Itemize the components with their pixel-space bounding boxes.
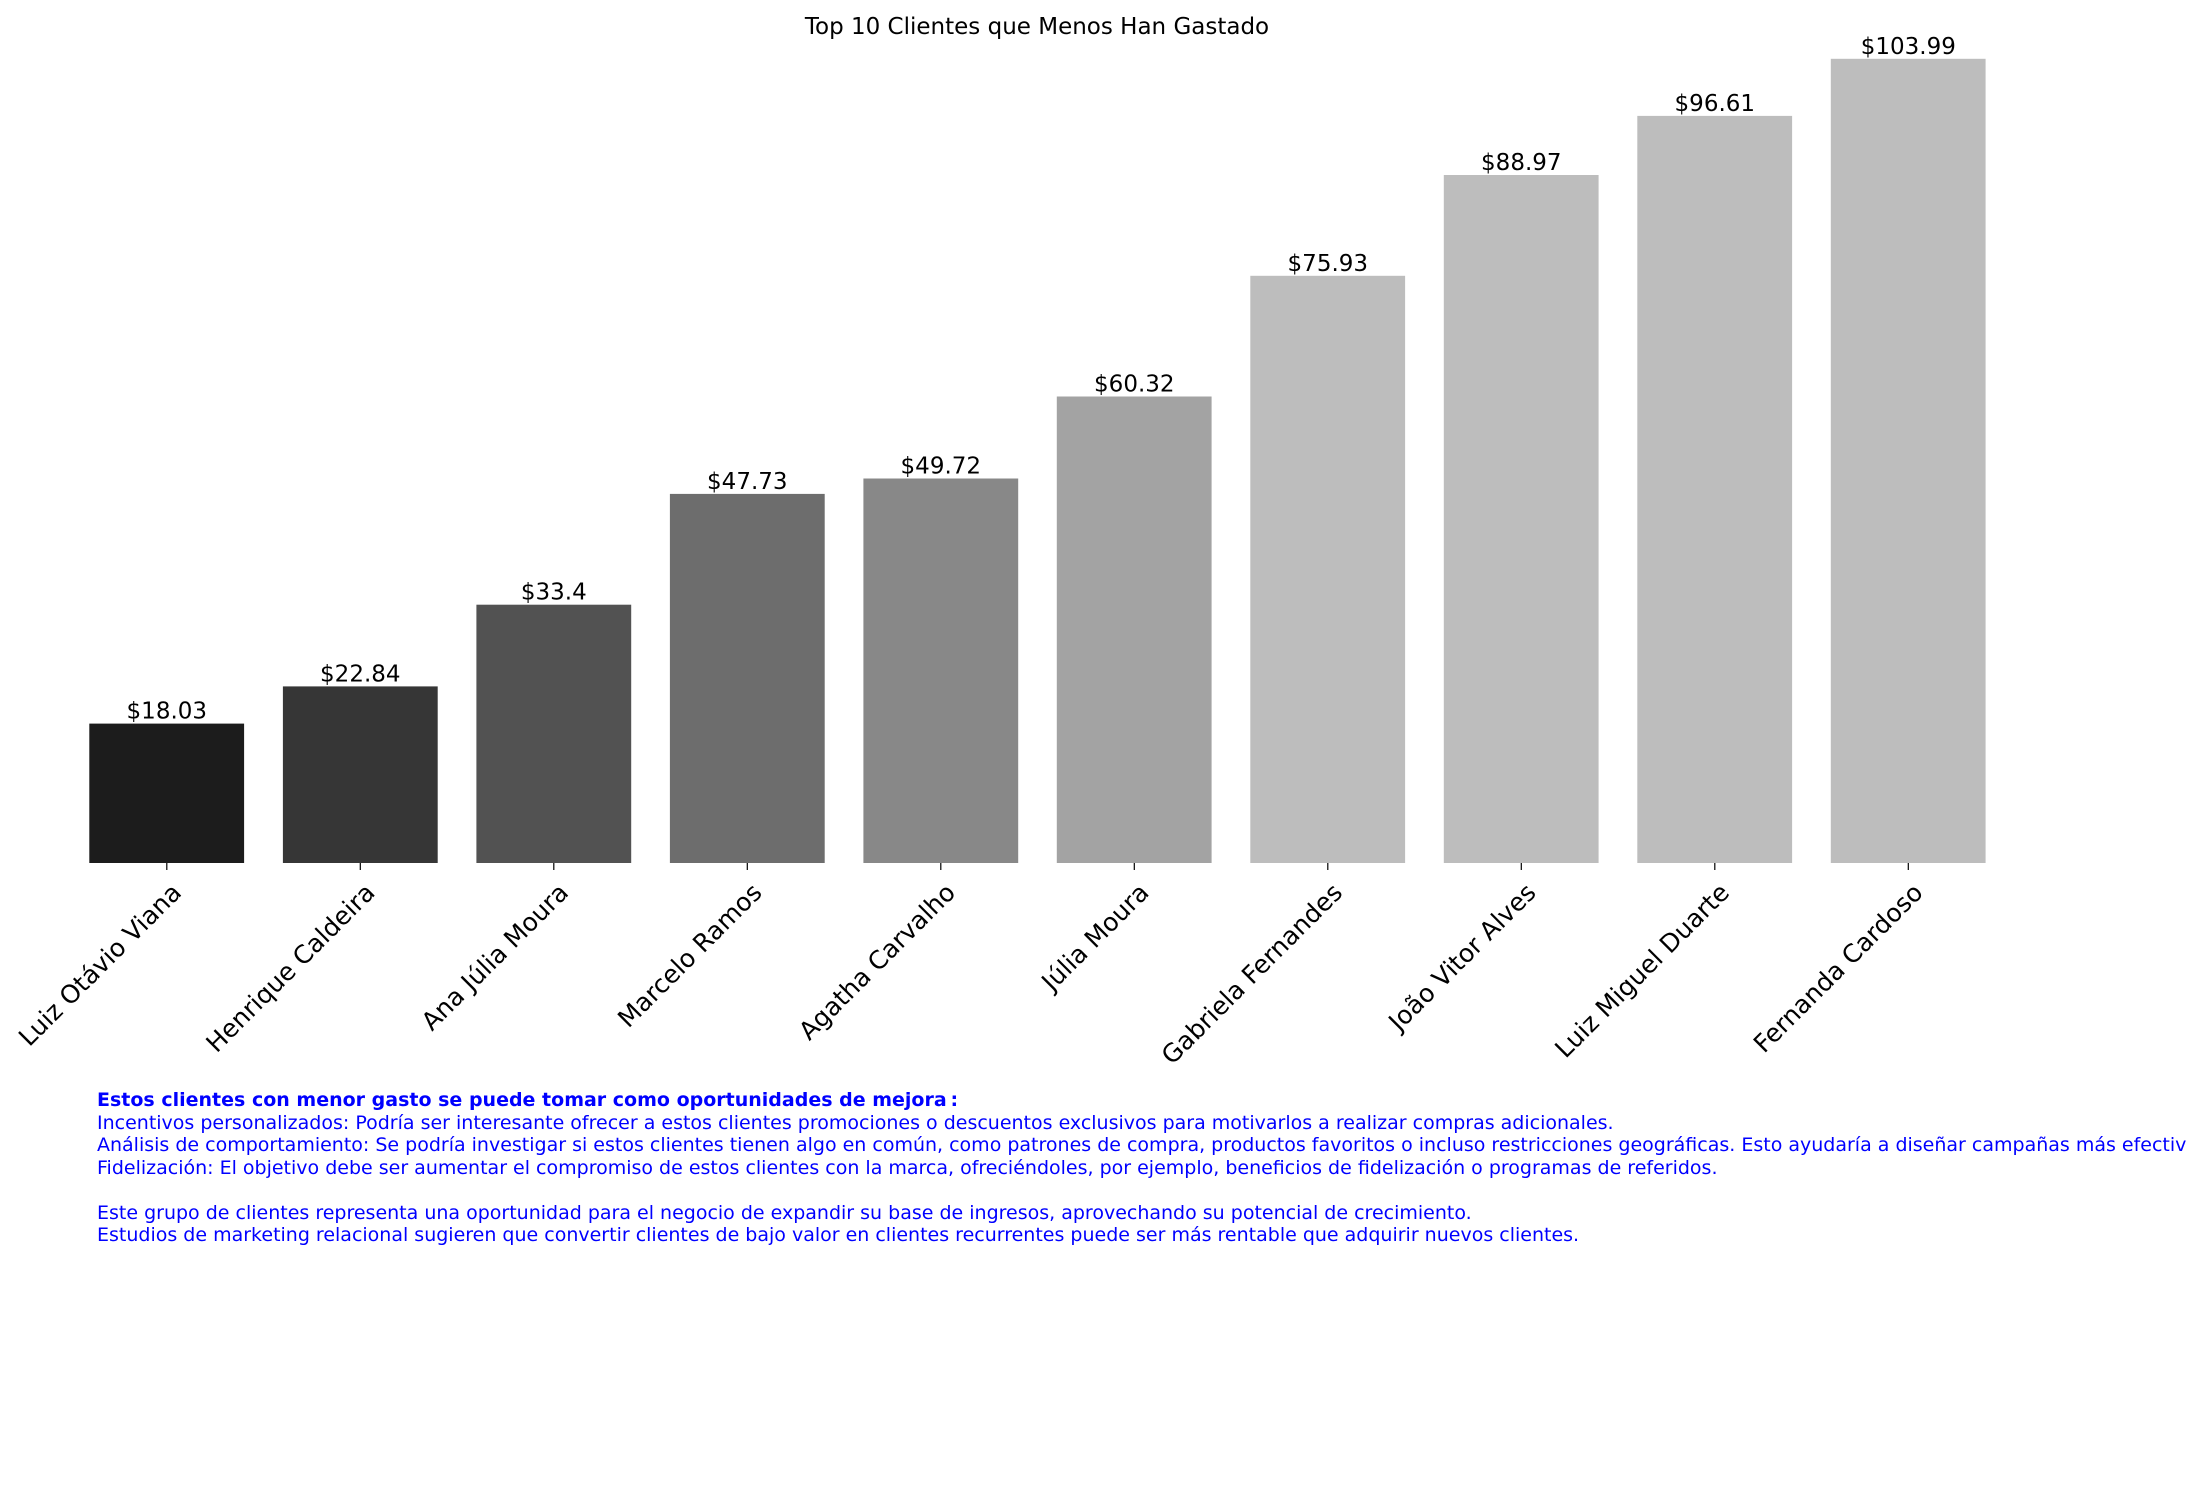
notes-line-behavior: Análisis de comportamiento: Se podría in… bbox=[97, 1134, 2187, 1156]
bar-value-label: $88.97 bbox=[1481, 150, 1561, 176]
bar-chart: Top 10 Clientes que Menos Han Gastado $1… bbox=[13, 14, 1986, 1070]
notes-line-loyalty: Fidelización: El objetivo debe ser aumen… bbox=[97, 1156, 1718, 1179]
x-tick-label: Marcelo Ramos bbox=[612, 878, 767, 1033]
analysis-notes: Estos clientes con menor gasto se puede … bbox=[97, 1089, 2187, 1247]
notes-line-marketing: Estudios de marketing relacional sugiere… bbox=[97, 1224, 1580, 1246]
bar-value-label: $22.84 bbox=[320, 661, 400, 687]
notes-spacer bbox=[97, 1179, 2187, 1202]
notes-heading: Estos clientes con menor gasto se puede … bbox=[97, 1089, 959, 1111]
notes-line-opportunity: Este grupo de clientes representa una op… bbox=[97, 1201, 1472, 1224]
bar bbox=[669, 493, 825, 863]
x-tick-label: Luiz Miguel Duarte bbox=[1549, 878, 1735, 1064]
bar bbox=[1830, 58, 1986, 864]
x-tick-label: Júlia Moura bbox=[1035, 878, 1155, 998]
bar-value-label: $47.73 bbox=[707, 469, 787, 495]
bar-value-label: $49.72 bbox=[901, 454, 981, 480]
bar bbox=[1443, 175, 1599, 863]
bar bbox=[1056, 396, 1212, 863]
bar bbox=[1637, 115, 1793, 863]
x-tick-label: Luiz Otávio Viana bbox=[13, 878, 187, 1052]
value-labels-layer: $18.03 $22.84 $33.4 $47.73 $49.72 $60.32 $75.9… bbox=[127, 34, 1956, 725]
x-tick-label: Fernanda Cardoso bbox=[1748, 878, 1929, 1059]
bar bbox=[282, 686, 438, 863]
x-tick-labels-layer: Luiz Otávio Viana Henrique Caldeira Ana Jú… bbox=[13, 878, 1929, 1070]
x-tick-label: Henrique Caldeira bbox=[200, 878, 380, 1058]
bar-value-label: $75.93 bbox=[1288, 251, 1368, 277]
bar bbox=[863, 478, 1019, 863]
bar bbox=[476, 604, 632, 863]
x-tick-label: Ana Júlia Moura bbox=[416, 878, 574, 1036]
bar-value-label: $96.61 bbox=[1675, 91, 1755, 117]
x-ticks-layer bbox=[166, 863, 1909, 870]
bars-layer bbox=[89, 58, 1986, 864]
bar-value-label: $103.99 bbox=[1861, 34, 1956, 60]
x-tick-label: Gabriela Fernandes bbox=[1156, 878, 1348, 1070]
notes-line-incentives: Incentivos personalizados: Podría ser in… bbox=[97, 1111, 1614, 1134]
bar bbox=[1250, 275, 1406, 863]
x-tick-label: Agatha Carvalho bbox=[793, 878, 961, 1046]
bar bbox=[89, 723, 245, 863]
x-tick-label: João Vitor Alves bbox=[1382, 878, 1542, 1038]
bar-value-label: $18.03 bbox=[127, 699, 207, 725]
bar-value-label: $60.32 bbox=[1094, 372, 1174, 398]
bar-value-label: $33.4 bbox=[521, 580, 587, 606]
chart-title: Top 10 Clientes que Menos Han Gastado bbox=[804, 14, 1269, 40]
